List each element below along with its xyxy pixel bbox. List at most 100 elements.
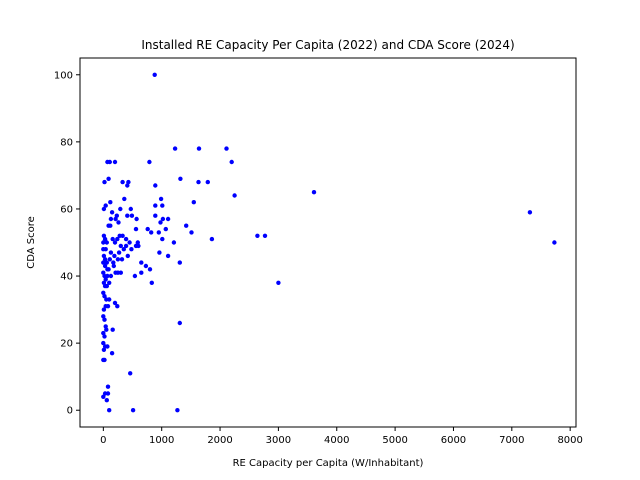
data-point-11 (120, 179, 125, 185)
x-tick-label-5: 5000 (382, 435, 407, 446)
data-point-51 (255, 233, 260, 238)
data-point-108 (147, 267, 153, 272)
data-point-76 (108, 250, 114, 255)
data-point-77 (112, 253, 117, 259)
data-point-120 (112, 300, 118, 306)
data-point-145 (104, 398, 110, 403)
data-point-71 (209, 236, 215, 242)
data-point-126 (102, 317, 107, 322)
data-point-63 (123, 236, 129, 242)
data-point-36 (160, 216, 166, 222)
data-point-45 (133, 226, 139, 232)
data-point-17 (205, 179, 210, 185)
data-point-50 (163, 226, 168, 232)
data-point-75 (103, 247, 108, 252)
data-point-41 (191, 200, 196, 205)
data-point-42 (189, 230, 194, 235)
data-point-53 (527, 210, 533, 215)
data-point-97 (111, 263, 117, 269)
data-point-139 (102, 357, 107, 363)
data-point-48 (149, 230, 154, 235)
data-point-15 (178, 176, 183, 181)
data-point-3 (224, 146, 229, 151)
data-point-94 (102, 263, 108, 269)
data-point-88 (104, 260, 110, 265)
data-point-57 (101, 240, 106, 245)
points-layer (101, 72, 557, 413)
data-point-29 (108, 216, 114, 222)
x-tick-label-0: 0 (100, 435, 106, 446)
data-point-0 (152, 72, 157, 78)
data-point-140 (128, 371, 133, 376)
data-point-54 (552, 240, 557, 245)
data-point-64 (112, 240, 118, 245)
data-point-68 (129, 247, 134, 252)
data-point-55 (101, 233, 107, 238)
data-point-133 (101, 340, 106, 346)
data-point-7 (112, 159, 118, 165)
data-point-1 (172, 146, 178, 151)
data-point-107 (143, 263, 149, 269)
data-point-33 (129, 213, 135, 218)
data-point-56 (102, 236, 108, 242)
data-point-83 (157, 250, 162, 255)
data-point-148 (175, 408, 180, 413)
x-tick-label-1: 1000 (149, 435, 174, 446)
data-point-141 (105, 384, 111, 389)
data-point-112 (104, 283, 110, 289)
data-point-144 (101, 394, 106, 399)
x-tick-label-2: 2000 (207, 435, 232, 446)
data-point-58 (104, 240, 110, 245)
data-point-39 (153, 203, 158, 208)
data-point-115 (276, 280, 281, 285)
data-point-89 (107, 257, 113, 262)
data-point-91 (115, 257, 121, 262)
data-point-78 (116, 250, 122, 255)
data-point-132 (177, 320, 182, 326)
data-point-93 (101, 260, 106, 265)
data-point-84 (165, 253, 171, 259)
data-point-130 (102, 334, 107, 339)
data-point-2 (196, 146, 202, 151)
data-point-117 (102, 294, 107, 299)
data-point-26 (103, 203, 108, 208)
data-point-85 (177, 260, 182, 265)
data-point-67 (127, 240, 132, 245)
data-point-40 (184, 223, 189, 228)
data-point-109 (132, 273, 138, 279)
y-tick-label-2: 40 (60, 272, 73, 283)
y-tick-label-5: 100 (54, 70, 73, 81)
data-point-124 (101, 307, 107, 312)
data-point-143 (102, 391, 108, 396)
data-point-136 (101, 347, 107, 352)
data-point-106 (139, 270, 144, 275)
data-point-73 (171, 240, 177, 245)
y-axis: 0 20 40 60 80 100 (54, 70, 80, 417)
data-point-14 (153, 183, 158, 188)
data-point-147 (130, 408, 136, 413)
data-point-81 (136, 243, 141, 249)
data-point-16 (196, 179, 201, 185)
data-point-46 (145, 226, 150, 232)
data-point-92 (119, 257, 125, 262)
data-point-110 (101, 280, 107, 285)
data-point-27 (109, 210, 115, 215)
data-point-100 (103, 277, 108, 282)
data-point-18 (311, 190, 317, 195)
data-point-105 (118, 270, 124, 275)
chart-title: Installed RE Capacity Per Capita (2022) … (141, 38, 514, 52)
x-tick-label-7: 7000 (499, 435, 524, 446)
data-point-6 (107, 159, 113, 165)
data-point-30 (113, 216, 118, 222)
data-point-116 (101, 290, 106, 295)
data-point-60 (115, 236, 120, 242)
data-point-23 (118, 206, 123, 212)
data-point-82 (139, 260, 144, 265)
y-tick-label-0: 0 (67, 406, 73, 417)
data-point-28 (114, 213, 120, 218)
x-tick-label-8: 8000 (557, 435, 582, 446)
data-point-146 (107, 408, 112, 413)
y-tick-label-3: 60 (60, 204, 73, 215)
data-point-8 (147, 159, 152, 165)
